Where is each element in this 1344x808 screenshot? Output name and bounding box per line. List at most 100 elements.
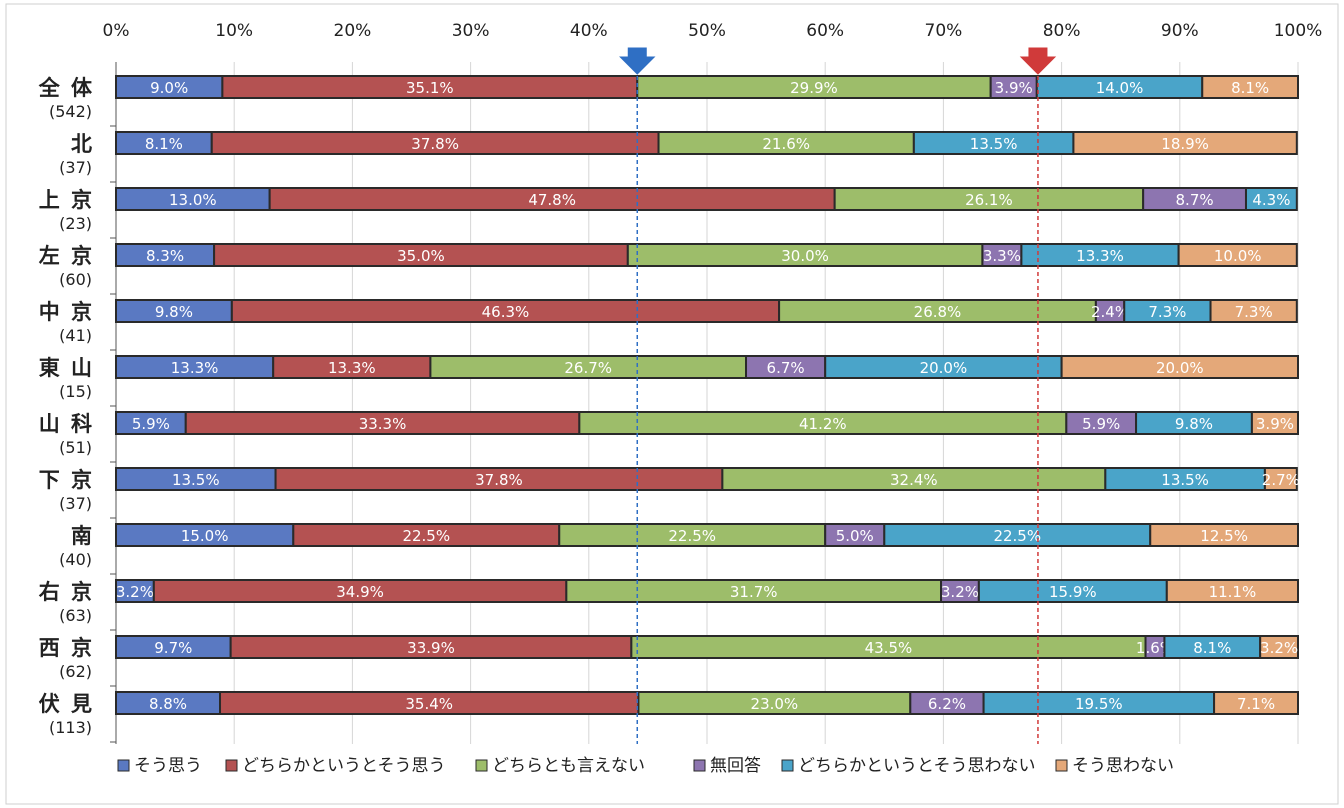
category-label: 中 京	[39, 300, 94, 324]
category-label: 下 京	[39, 468, 94, 492]
category-label: 西 京	[39, 636, 94, 660]
legend-label: そう思う	[134, 756, 202, 776]
x-tick-label: 70%	[925, 21, 963, 41]
data-label: 8.1%	[1193, 639, 1231, 657]
data-label: 13.3%	[328, 359, 376, 377]
x-tick-label: 50%	[688, 21, 726, 41]
x-tick-label: 100%	[1274, 21, 1323, 41]
category-label: 山 科	[39, 412, 94, 436]
bar-segment	[1263, 467, 1298, 491]
data-label: 9.0%	[150, 79, 188, 97]
data-label: 12.5%	[1200, 527, 1248, 545]
data-label: 35.0%	[397, 247, 445, 265]
data-label: 22.5%	[993, 527, 1041, 545]
data-label: 7.1%	[1237, 695, 1275, 713]
data-label: 11.1%	[1209, 583, 1257, 601]
data-label: 8.1%	[1231, 79, 1269, 97]
reference-arrow-icon	[1019, 47, 1057, 75]
bar-segment	[1165, 579, 1299, 603]
data-label: 2.7%	[1262, 471, 1300, 489]
category-count: (113)	[49, 718, 92, 737]
data-label: 47.8%	[528, 191, 576, 209]
bars: 9.0% 35.1% 29.9% 3.9% 14.0% 8.1% 8.1% 37.8% 21.6…	[115, 75, 1300, 715]
data-label: 20.0%	[1156, 359, 1204, 377]
data-label: 26.1%	[965, 191, 1013, 209]
legend-label: どちらとも言えない	[492, 756, 645, 776]
category-count: (23)	[59, 214, 92, 233]
data-label: 5.0%	[836, 527, 874, 545]
legend-label: そう思わない	[1072, 756, 1174, 776]
data-label: 30.0%	[781, 247, 829, 265]
data-label: 4.3%	[1252, 191, 1290, 209]
data-label: 9.8%	[1175, 415, 1213, 433]
data-label: 8.1%	[145, 135, 183, 153]
data-label: 9.7%	[154, 639, 192, 657]
data-label: 37.8%	[411, 135, 459, 153]
legend-label: 無回答	[710, 756, 761, 776]
data-label: 21.6%	[762, 135, 810, 153]
legend: そう思う どちらかというとそう思う どちらとも言えない 無回答 どちらかというとそう思わ…	[117, 756, 1174, 776]
data-label: 19.5%	[1075, 695, 1123, 713]
data-label: 13.5%	[172, 471, 220, 489]
legend-label: どちらかというとそう思わない	[798, 756, 1036, 776]
data-label: 35.1%	[406, 79, 454, 97]
data-label: 15.9%	[1049, 583, 1097, 601]
data-label: 46.3%	[482, 303, 530, 321]
data-label: 2.4%	[1091, 303, 1129, 321]
data-label: 33.3%	[359, 415, 407, 433]
legend-swatch	[475, 759, 488, 772]
x-tick-label: 0%	[103, 21, 130, 41]
data-label: 6.2%	[928, 695, 966, 713]
x-tick-label: 90%	[1161, 21, 1199, 41]
data-label: 35.4%	[405, 695, 453, 713]
data-label: 14.0%	[1096, 79, 1144, 97]
data-label: 6.7%	[767, 359, 805, 377]
bar-segment	[1250, 411, 1299, 435]
category-count: (62)	[59, 662, 92, 681]
x-axis: 0% 10% 20% 30% 40% 50% 60% 70% 80% 90% 100%	[103, 21, 1323, 744]
bar-segment	[1213, 691, 1299, 715]
data-label: 18.9%	[1161, 135, 1209, 153]
bar-segment	[1149, 523, 1299, 547]
legend-swatch	[225, 759, 238, 772]
category-count: (63)	[59, 606, 92, 625]
bar-segment	[1209, 299, 1298, 323]
data-label: 3.2%	[1260, 639, 1298, 657]
category-count: (40)	[59, 550, 92, 569]
category-label: 伏 見	[39, 692, 94, 716]
data-label: 26.7%	[564, 359, 612, 377]
category-count: (41)	[59, 326, 92, 345]
bar-segment	[1060, 355, 1299, 379]
bar-segment	[1259, 635, 1300, 659]
bar-segment	[1201, 75, 1300, 99]
category-count: (37)	[59, 494, 92, 513]
category-label: 東 山	[39, 356, 94, 380]
data-label: 8.3%	[146, 247, 184, 265]
data-label: 23.0%	[751, 695, 799, 713]
legend-label: どちらかというとそう思う	[242, 756, 446, 776]
data-label: 13.5%	[1161, 471, 1209, 489]
chart-frame	[5, 3, 1339, 805]
data-label: 31.7%	[730, 583, 778, 601]
data-label: 37.8%	[475, 471, 523, 489]
data-label: 34.9%	[336, 583, 384, 601]
category-label: 上 京	[39, 188, 94, 212]
data-label: 9.8%	[155, 303, 193, 321]
category-count: (37)	[59, 158, 92, 177]
data-label: 26.8%	[914, 303, 962, 321]
data-label: 33.9%	[407, 639, 455, 657]
x-tick-label: 60%	[806, 21, 844, 41]
data-label: 13.0%	[169, 191, 217, 209]
reference-arrow-icon	[619, 47, 656, 75]
category-count: (60)	[59, 270, 92, 289]
data-label: 32.4%	[890, 471, 938, 489]
data-label: 22.5%	[668, 527, 716, 545]
data-label: 3.3%	[983, 247, 1021, 265]
category-count: (542)	[49, 102, 92, 121]
data-label: 29.9%	[790, 79, 838, 97]
x-tick-label: 20%	[334, 21, 372, 41]
bar-segment	[1244, 187, 1298, 211]
data-label: 41.2%	[799, 415, 847, 433]
